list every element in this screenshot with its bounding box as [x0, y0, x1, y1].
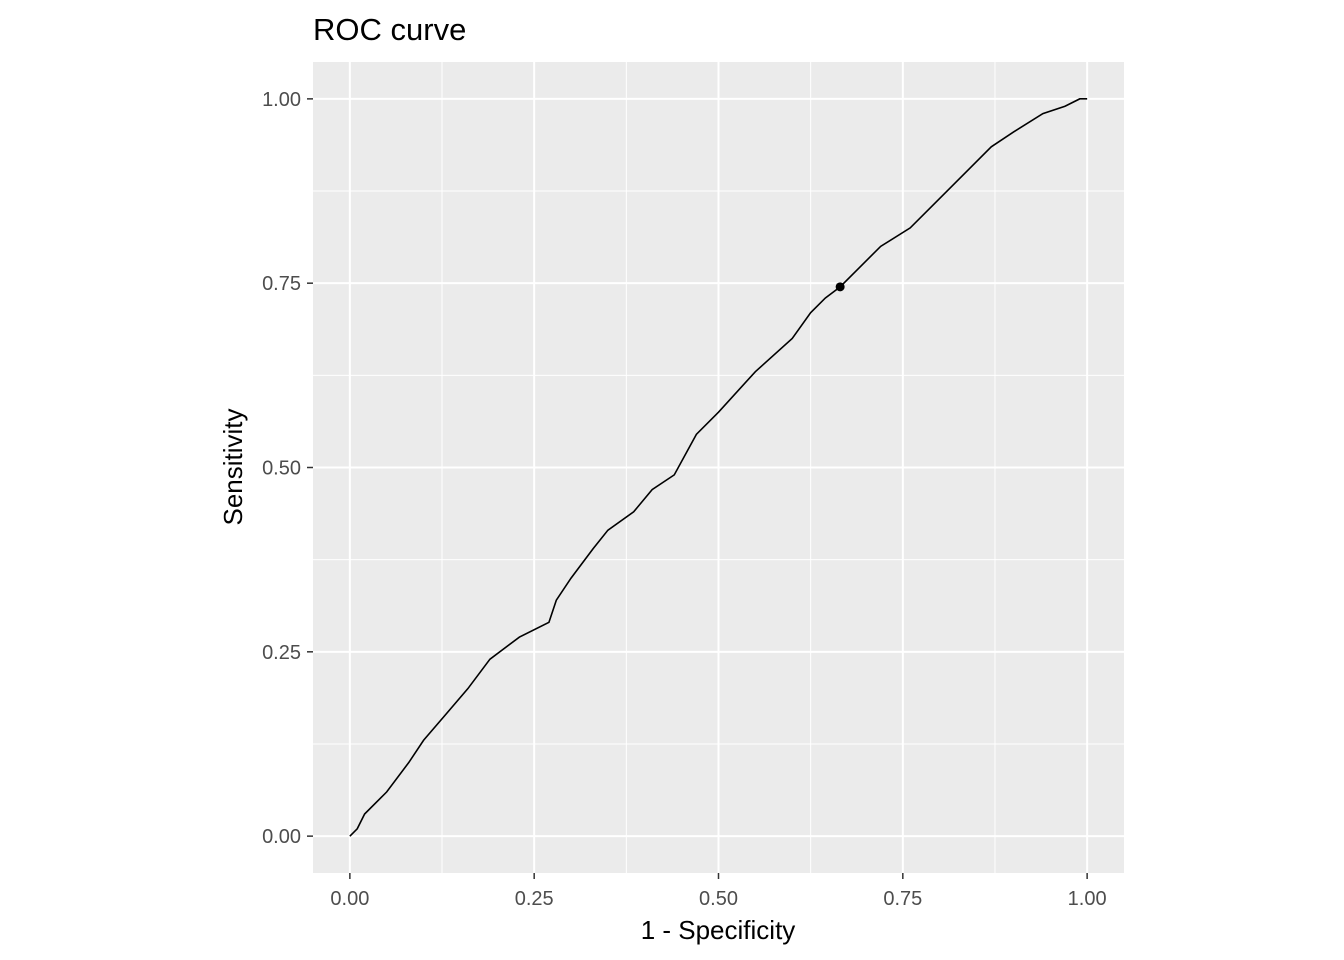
x-axis-title: 1 - Specificity — [641, 915, 796, 945]
grid-major — [313, 62, 1124, 873]
x-axis-ticks — [349, 873, 1088, 879]
y-tick-label: 0.00 — [262, 826, 301, 848]
y-axis-title: Sensitivity — [218, 408, 248, 525]
x-axis-tick-labels: 0.00 0.25 0.50 0.75 1.00 — [330, 888, 1106, 910]
y-axis-ticks — [307, 98, 313, 837]
y-tick-label: 0.75 — [262, 273, 301, 295]
y-tick-label: 0.50 — [262, 458, 301, 480]
x-tick-label: 1.00 — [1068, 888, 1107, 910]
roc-curve-line — [349, 98, 1088, 837]
x-tick-label: 0.75 — [883, 888, 922, 910]
y-tick-label: 0.25 — [262, 642, 301, 664]
y-axis-tick-labels: 0.00 0.25 0.50 0.75 1.00 — [262, 89, 301, 848]
x-tick-label: 0.00 — [330, 888, 369, 910]
x-tick-label: 0.50 — [699, 888, 738, 910]
y-tick-label: 1.00 — [262, 89, 301, 111]
x-tick-label: 0.25 — [515, 888, 554, 910]
optimal-threshold-point — [835, 282, 845, 292]
chart-title: ROC curve — [313, 12, 466, 47]
